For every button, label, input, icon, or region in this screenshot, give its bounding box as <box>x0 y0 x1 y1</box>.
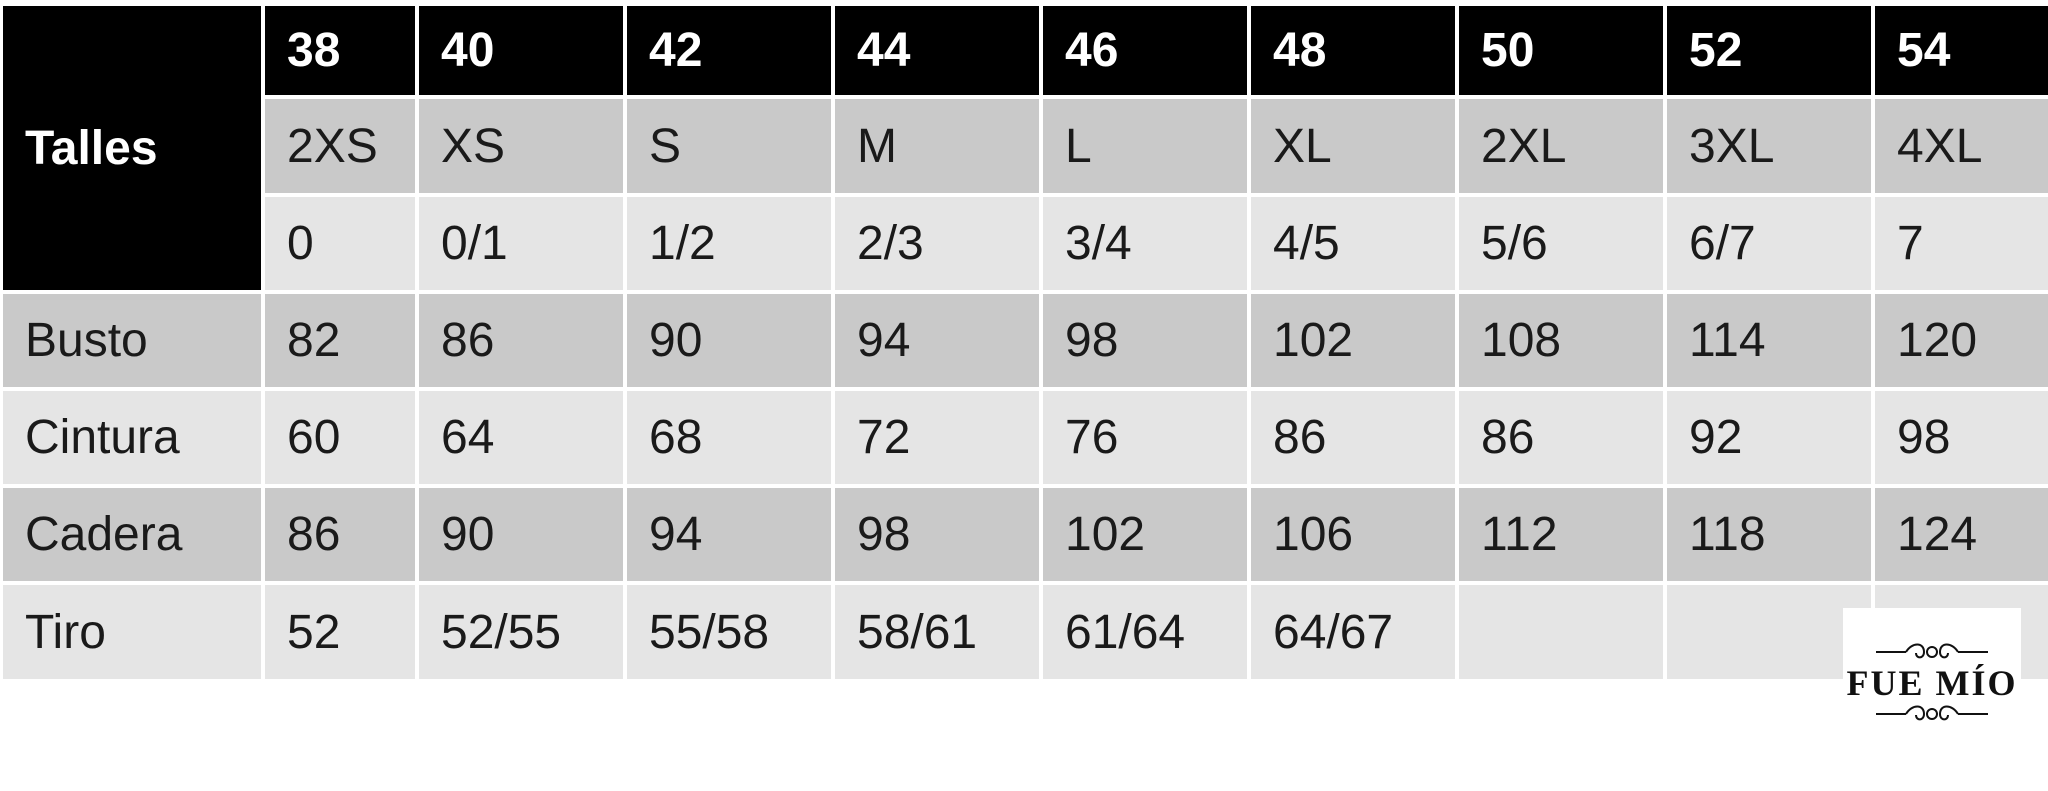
measurement-cell: 102 <box>1251 294 1455 387</box>
measurement-cell: 86 <box>265 488 415 581</box>
size-letter-cell: 3XL <box>1667 99 1871 193</box>
size-numeric-header: 46 <box>1043 6 1247 95</box>
size-numeric-header: 42 <box>627 6 831 95</box>
size-alt-cell: 0 <box>265 197 415 290</box>
measurement-cell: 52 <box>265 585 415 679</box>
corner-label: Talles <box>3 6 261 290</box>
brand-name: FUE MÍO <box>1846 663 2018 703</box>
measurement-cell: 86 <box>1251 391 1455 484</box>
measurement-cell: 112 <box>1459 488 1663 581</box>
measurement-cell: 90 <box>627 294 831 387</box>
measurement-cell: 52/55 <box>419 585 623 679</box>
flourish-top-icon <box>1876 643 1988 659</box>
size-alt-cell: 0/1 <box>419 197 623 290</box>
measurement-cell: 94 <box>835 294 1039 387</box>
size-numeric-header: 44 <box>835 6 1039 95</box>
row-label-busto: Busto <box>3 294 261 387</box>
measurement-cell: 102 <box>1043 488 1247 581</box>
measurement-cell: 72 <box>835 391 1039 484</box>
measurement-cell: 114 <box>1667 294 1871 387</box>
measurement-cell: 61/64 <box>1043 585 1247 679</box>
measurement-cell: 92 <box>1667 391 1871 484</box>
size-letter-cell: 4XL <box>1875 99 2048 193</box>
size-numeric-header: 40 <box>419 6 623 95</box>
size-alt-cell: 3/4 <box>1043 197 1247 290</box>
measurement-cell: 98 <box>835 488 1039 581</box>
measurement-cell: 94 <box>627 488 831 581</box>
size-letter-cell: L <box>1043 99 1247 193</box>
size-letter-cell: M <box>835 99 1039 193</box>
size-alt-cell: 5/6 <box>1459 197 1663 290</box>
size-alt-cell: 4/5 <box>1251 197 1455 290</box>
size-letter-cell: XS <box>419 99 623 193</box>
measurement-cell: 68 <box>627 391 831 484</box>
measurement-cell: 86 <box>419 294 623 387</box>
empty-cell <box>1459 585 1663 679</box>
measurement-cell: 60 <box>265 391 415 484</box>
measurement-cell: 64 <box>419 391 623 484</box>
empty-cell <box>1667 585 1871 679</box>
flourish-bottom-icon <box>1876 705 1988 721</box>
measurement-cell: 106 <box>1251 488 1455 581</box>
measurement-cell: 55/58 <box>627 585 831 679</box>
measurement-cell: 82 <box>265 294 415 387</box>
row-label-cadera: Cadera <box>3 488 261 581</box>
measurement-cell: 124 <box>1875 488 2048 581</box>
size-numeric-header: 38 <box>265 6 415 95</box>
size-numeric-header: 54 <box>1875 6 2048 95</box>
measurement-cell: 90 <box>419 488 623 581</box>
row-label-cintura: Cintura <box>3 391 261 484</box>
size-numeric-header: 48 <box>1251 6 1455 95</box>
measurement-cell: 120 <box>1875 294 2048 387</box>
measurement-cell: 76 <box>1043 391 1247 484</box>
measurement-cell: 98 <box>1043 294 1247 387</box>
size-alt-cell: 1/2 <box>627 197 831 290</box>
size-letter-cell: S <box>627 99 831 193</box>
size-numeric-header: 52 <box>1667 6 1871 95</box>
size-letter-cell: 2XS <box>265 99 415 193</box>
measurement-cell: 98 <box>1875 391 2048 484</box>
size-alt-cell: 7 <box>1875 197 2048 290</box>
measurement-cell: 108 <box>1459 294 1663 387</box>
measurement-cell: 86 <box>1459 391 1663 484</box>
size-numeric-header: 50 <box>1459 6 1663 95</box>
size-letter-cell: 2XL <box>1459 99 1663 193</box>
row-label-tiro: Tiro <box>3 585 261 679</box>
measurement-cell: 118 <box>1667 488 1871 581</box>
size-letter-cell: XL <box>1251 99 1455 193</box>
measurement-cell: 64/67 <box>1251 585 1455 679</box>
size-alt-cell: 2/3 <box>835 197 1039 290</box>
brand-logo: FUE MÍO <box>1843 608 2021 758</box>
size-chart-table: Talles 38 40 42 44 46 48 50 52 54 2XS XS… <box>3 6 2048 679</box>
size-alt-cell: 6/7 <box>1667 197 1871 290</box>
measurement-cell: 58/61 <box>835 585 1039 679</box>
